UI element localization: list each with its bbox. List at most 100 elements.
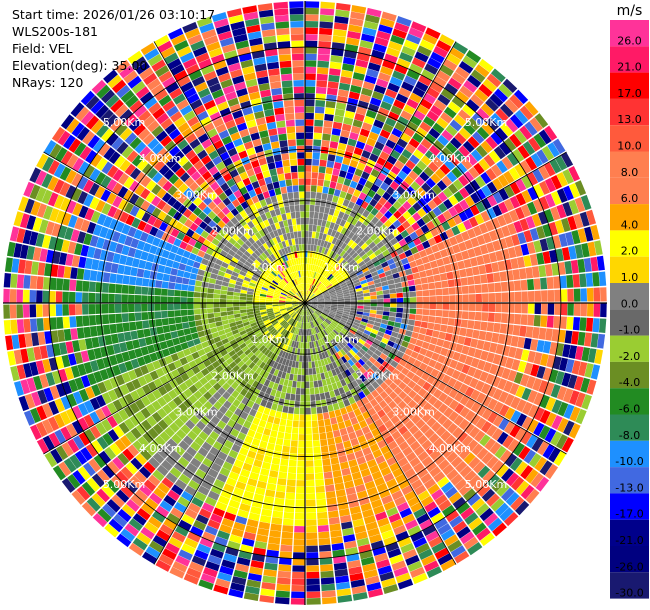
range-gate — [474, 88, 489, 103]
range-gate — [327, 286, 334, 291]
range-gate — [353, 254, 361, 262]
range-gate — [500, 281, 508, 292]
range-gate — [323, 227, 329, 235]
range-gate — [417, 45, 432, 57]
range-gate — [337, 211, 345, 219]
range-gate — [532, 168, 544, 183]
range-gate — [370, 125, 382, 135]
range-gate — [425, 269, 434, 277]
range-gate — [496, 214, 507, 227]
range-gate — [474, 64, 490, 78]
range-gate — [363, 256, 371, 264]
range-gate — [379, 151, 390, 161]
range-gate — [593, 240, 603, 256]
range-gate — [467, 136, 480, 149]
range-gate — [331, 48, 344, 57]
range-gate — [549, 158, 562, 174]
range-gate — [386, 258, 395, 266]
range-gate — [544, 125, 558, 141]
range-gate — [309, 293, 315, 299]
range-gate — [305, 237, 309, 244]
range-gate — [330, 297, 338, 301]
range-gate — [436, 39, 452, 53]
range-gate — [404, 235, 413, 244]
range-gate — [340, 259, 347, 266]
range-gate — [467, 74, 482, 88]
range-gate — [333, 115, 344, 123]
range-gate — [441, 221, 451, 231]
range-gate — [311, 165, 319, 173]
range-gate — [410, 181, 421, 192]
range-gate — [350, 273, 358, 279]
range-gate — [416, 218, 426, 228]
range-gate — [319, 27, 333, 36]
range-gate — [550, 206, 561, 221]
range-gate — [329, 292, 337, 297]
range-gate — [348, 24, 363, 33]
range-gate — [338, 82, 351, 91]
range-gate — [529, 228, 540, 241]
range-gate — [465, 49, 482, 64]
range-gate — [451, 225, 461, 236]
range-gate — [307, 283, 310, 291]
range-gate — [374, 202, 383, 211]
range-gate — [400, 110, 413, 121]
range-gate — [355, 59, 369, 69]
range-gate — [504, 236, 514, 248]
range-gate — [463, 80, 478, 93]
range-gate — [329, 61, 342, 70]
range-gate — [330, 201, 337, 210]
range-gate — [321, 247, 326, 254]
range-gate — [369, 153, 379, 163]
range-gate — [406, 255, 415, 263]
range-gate — [437, 134, 449, 147]
range-gate — [463, 170, 475, 183]
range-gate — [437, 213, 447, 224]
range-gate — [386, 274, 394, 281]
range-gate — [367, 280, 375, 286]
range-gate — [441, 175, 453, 187]
range-gate — [539, 238, 549, 252]
range-gate — [529, 117, 543, 132]
range-gate — [555, 155, 568, 171]
range-gate — [525, 216, 536, 229]
range-gate — [536, 225, 546, 239]
range-gate — [362, 226, 371, 235]
range-gate — [371, 49, 385, 60]
range-gate — [305, 40, 318, 48]
range-gate — [498, 83, 513, 98]
range-gate — [358, 276, 366, 282]
range-gate — [418, 249, 428, 258]
range-gate — [436, 241, 446, 251]
range-gate — [462, 219, 473, 231]
range-gate — [315, 273, 320, 280]
range-gate — [525, 156, 538, 171]
range-gate — [379, 224, 388, 233]
range-gate — [313, 244, 317, 252]
range-gate — [492, 240, 502, 252]
range-gate — [458, 175, 469, 187]
range-gate — [449, 137, 462, 150]
range-gate — [330, 278, 337, 284]
range-gate — [457, 222, 467, 233]
range-gate — [337, 248, 344, 256]
range-gate — [506, 152, 519, 167]
range-gate — [305, 244, 308, 251]
range-gate — [373, 84, 387, 95]
range-gate — [445, 142, 458, 154]
range-gate — [480, 103, 495, 117]
range-gate — [313, 126, 323, 134]
range-gate — [505, 118, 519, 133]
range-gate — [480, 274, 488, 284]
range-gate — [402, 210, 412, 220]
range-gate — [338, 257, 345, 264]
range-gate — [512, 269, 521, 280]
range-gate — [320, 287, 327, 293]
range-gate — [365, 238, 373, 246]
range-gate — [355, 228, 363, 237]
range-gate — [484, 220, 495, 232]
range-gate — [480, 210, 491, 222]
range-gate — [395, 233, 404, 242]
range-gate — [319, 260, 324, 267]
range-gate — [454, 132, 467, 145]
